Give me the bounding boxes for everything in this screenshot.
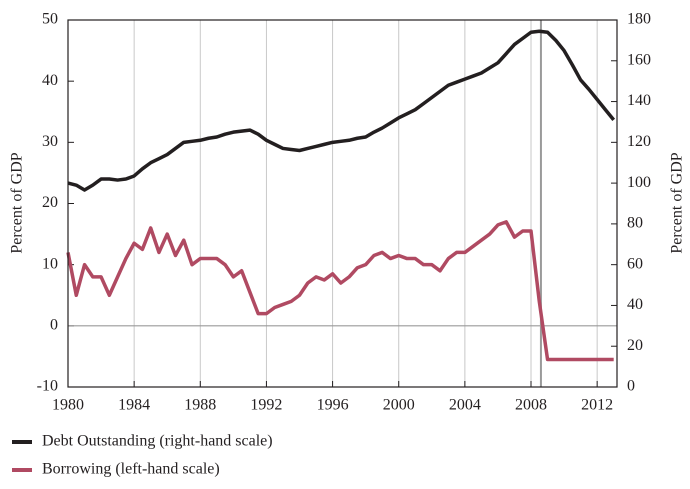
x-tick-label: 2008	[515, 397, 547, 414]
line-series	[67, 29, 616, 192]
y2-tick-label: 60	[627, 255, 643, 272]
y2-tick-label: 40	[627, 296, 643, 313]
legend-label: Debt Outstanding (right-hand scale)	[42, 433, 273, 450]
y2-tick-label: 80	[627, 215, 643, 232]
y-tick-label: 40	[42, 72, 58, 89]
x-tick-label: 1988	[184, 397, 216, 414]
y-tick-label: 0	[50, 317, 58, 334]
x-tick-label: 1996	[317, 397, 349, 414]
y2-tick-label: 100	[627, 174, 651, 191]
y-tick-label: 50	[42, 11, 58, 28]
y-tick-label: 30	[42, 133, 58, 150]
y2-tick-label: 0	[627, 378, 635, 395]
line-series	[66, 220, 614, 362]
y2-axis-label: Percent of GDP	[669, 152, 686, 253]
x-tick-label: 1980	[52, 397, 84, 414]
y-tick-label: -10	[37, 378, 58, 395]
y2-tick-label: 160	[627, 51, 651, 68]
x-tick-label: 1984	[118, 397, 150, 414]
x-tick-label: 2012	[581, 397, 613, 414]
x-tick-label: 2000	[383, 397, 415, 414]
y2-tick-label: 20	[627, 337, 643, 354]
y2-tick-label: 180	[627, 11, 651, 28]
x-tick-label: 1992	[250, 397, 282, 414]
y2-tick-label: 140	[627, 92, 651, 109]
y-axis-label: Percent of GDP	[9, 152, 26, 253]
x-tick-label: 2004	[449, 397, 481, 414]
y-tick-label: 10	[42, 255, 58, 272]
y-tick-label: 20	[42, 194, 58, 211]
y2-tick-label: 120	[627, 133, 651, 150]
legend-label: Borrowing (left-hand scale)	[42, 461, 220, 478]
plot-frame	[67, 19, 618, 388]
